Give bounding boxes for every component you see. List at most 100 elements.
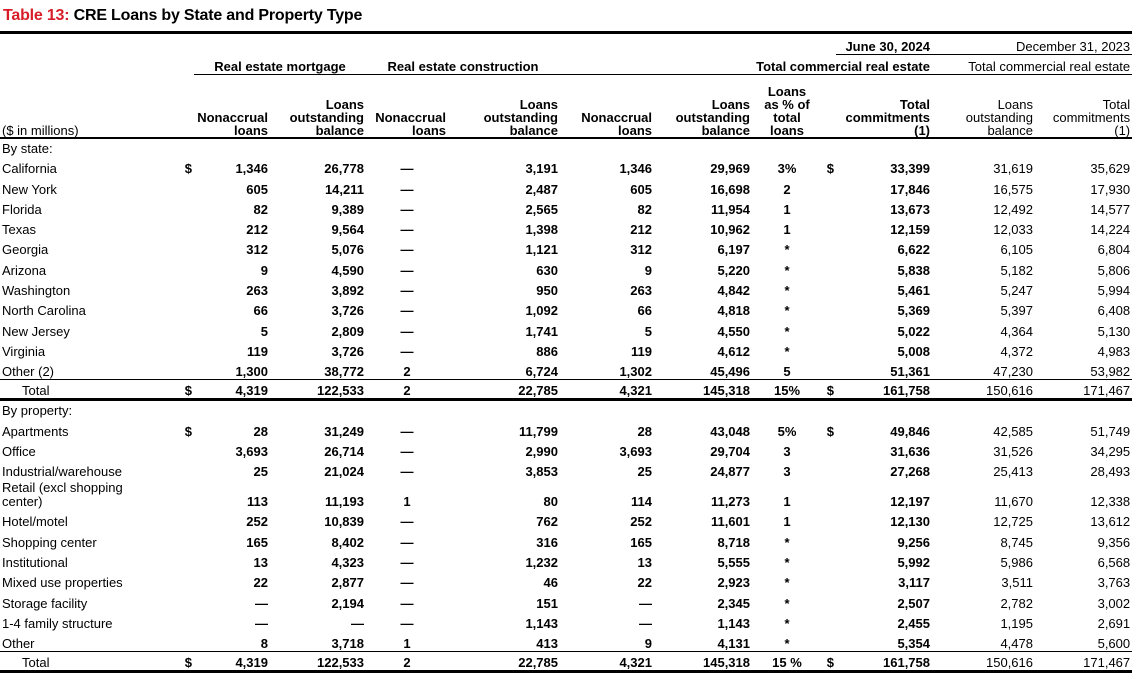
hdr-pct-loans-line: Loans [767, 84, 807, 99]
total-mortgage-loans-cell: 122,533 [270, 651, 366, 674]
dollar-sign-cell: $ [826, 161, 834, 177]
prior-commitments-cell: 13,612 [1090, 514, 1131, 530]
construction-loans-cell: 1,121 [525, 242, 558, 258]
construction-loans-cell: 3,191 [525, 161, 558, 177]
construction-nonaccrual-cell: — [400, 423, 414, 439]
total-loans-cell: 45,496 [710, 364, 750, 380]
prior-commitments-cell: 5,130 [1097, 323, 1131, 339]
dollar-sign-cell [822, 298, 836, 318]
total-pct-total-loans-cell: 15 % [752, 651, 822, 674]
total-loans-cell: 11,601 [710, 514, 750, 530]
dollar-sign-cell [178, 479, 194, 509]
mortgage-nonaccrual-cell: 263 [246, 283, 268, 299]
construction-nonaccrual-cell: — [400, 514, 414, 530]
total-commitments-cell: 5,022 [897, 323, 930, 339]
row-label: Storage facility [2, 595, 88, 611]
mortgage-loans-cell: 2,877 [331, 575, 364, 591]
row-label: Institutional [2, 555, 68, 571]
total-loans-cell: 4,131 [717, 636, 750, 652]
dollar-sign-cell [822, 479, 836, 509]
total-loans-cell: 11,273 [710, 494, 750, 510]
total-loans-cell: 29,704 [710, 443, 750, 459]
mortgage-nonaccrual-cell: 605 [246, 181, 268, 197]
mortgage-nonaccrual-cell: 9 [260, 262, 268, 278]
total-prior-commitments-cell: 171,467 [1035, 651, 1132, 674]
total-commitments-cell: 9,256 [897, 534, 930, 550]
cre-loans-table: June 30, 2024 December 31, 2023 Real est… [0, 31, 1132, 674]
total-nonaccrual-cell: 9 [644, 636, 652, 652]
table-row: Shopping center 165 8,402 — 316 165 8,718 * 9,25… [0, 529, 1132, 549]
hdr-construction-loans-line: balance [509, 123, 558, 138]
construction-loans-cell: 46 [543, 575, 558, 591]
prior-commitments-cell: 6,408 [1097, 303, 1131, 319]
row-label-line: Retail (excl shopping [2, 480, 123, 496]
hdr-construction-nonaccrual-line: loans [412, 123, 446, 138]
mortgage-loans-cell: 9,564 [331, 222, 364, 238]
hdr-construction-loans-line: Loans [519, 97, 558, 112]
units-label: ($ in millions) [0, 74, 178, 139]
total-commitments-cell: 5,008 [897, 343, 930, 359]
row-label: Other (2) [2, 364, 55, 380]
table-row: New Jersey 5 2,809 — 1,741 5 4,550 * 5,022 4,364 5… [0, 318, 1132, 338]
hdr-pct-loans-line: as % of [764, 97, 810, 112]
table-row: Apartments $28 31,249 — 11,799 28 43,048 5% $49,… [0, 418, 1132, 438]
total-prior-commitments-cell: 171,467 [1035, 379, 1132, 402]
total-nonaccrual-cell: 1,302 [619, 364, 652, 380]
row-label: California [2, 161, 57, 177]
table-row: Arizona 9 4,590 — 630 9 5,220 * 5,838 5,182 5,806 [0, 257, 1132, 277]
total-commitments-cell: 3,117 [898, 575, 930, 591]
pct-total-loans-cell: 1 [783, 514, 791, 530]
mortgage-loans-cell: 14,211 [324, 181, 364, 197]
group-total-cre-prior: Total commercial real estate [932, 54, 1132, 75]
mortgage-nonaccrual-cell: 28 [253, 423, 268, 439]
total-nonaccrual-cell: — [639, 615, 652, 631]
construction-loans-cell: 80 [543, 494, 558, 510]
total-nonaccrual-cell: 212 [630, 222, 652, 238]
table-row: Florida 82 9,389 — 2,565 82 11,954 1 13,673 12,49… [0, 197, 1132, 217]
total-nonaccrual-cell: 28 [637, 423, 652, 439]
row-label: Arizona [2, 262, 47, 278]
hdr-pct-loans-line: total [773, 110, 801, 125]
total-loans-cell: 8,718 [717, 534, 750, 550]
total-total-nonaccrual-cell: 4,321 [560, 651, 654, 674]
total-loans-cell: 4,612 [717, 343, 750, 359]
construction-loans-cell: 762 [536, 514, 558, 530]
pct-total-loans-cell: * [784, 262, 790, 278]
mortgage-nonaccrual-cell: 252 [246, 514, 268, 530]
hdr-total-loans-line: outstanding [675, 110, 750, 125]
total-loans-cell: 4,818 [717, 303, 750, 319]
prior-loans-cell: 12,033 [993, 222, 1033, 238]
hdr-construction-nonaccrual: Nonaccrual loans [366, 74, 448, 139]
pct-total-loans-cell: * [784, 242, 790, 258]
dollar-sign-cell [178, 298, 194, 318]
mortgage-nonaccrual-cell: 165 [246, 534, 268, 550]
pct-total-loans-cell: 3 [783, 464, 791, 480]
dollar-sign-cell [822, 237, 836, 257]
hdr-prior-commitments-line: commitments [1052, 110, 1131, 125]
total-prior-loans-cell: 150,616 [932, 651, 1035, 674]
total-total-commitments-cell: 161,758 [836, 651, 932, 674]
row-label: Mixed use properties [2, 575, 123, 591]
dollar-sign-cell [822, 631, 836, 652]
total-mortgage-nonaccrual-cell: 4,319 [194, 379, 270, 402]
prior-commitments-cell: 34,295 [1090, 443, 1131, 459]
row-label-line: center) [2, 494, 43, 510]
total-label: Total [0, 651, 178, 674]
prior-commitments-cell: 35,629 [1090, 161, 1131, 177]
pct-total-loans-cell: * [784, 323, 790, 339]
dollar-sign-cell: $ [826, 423, 834, 439]
hdr-total-loans: Loans outstanding balance [654, 74, 752, 139]
hdr-prior-loans-line: Loans [997, 97, 1033, 112]
row-label: North Carolina [2, 303, 86, 319]
table-title: Table 13: CRE Loans by State and Propert… [3, 7, 362, 25]
total-construction-loans-cell: 22,785 [448, 651, 560, 674]
total-loans-cell: 6,197 [717, 242, 750, 258]
spacer [178, 74, 194, 139]
hdr-prior-loans: Loans outstanding balance [932, 74, 1035, 139]
total-label: Total [0, 379, 178, 402]
total-nonaccrual-cell: — [639, 595, 652, 611]
mortgage-nonaccrual-cell: 212 [246, 222, 268, 238]
prior-loans-cell: 8,745 [1000, 534, 1033, 550]
row-label: 1-4 family structure [2, 615, 113, 631]
